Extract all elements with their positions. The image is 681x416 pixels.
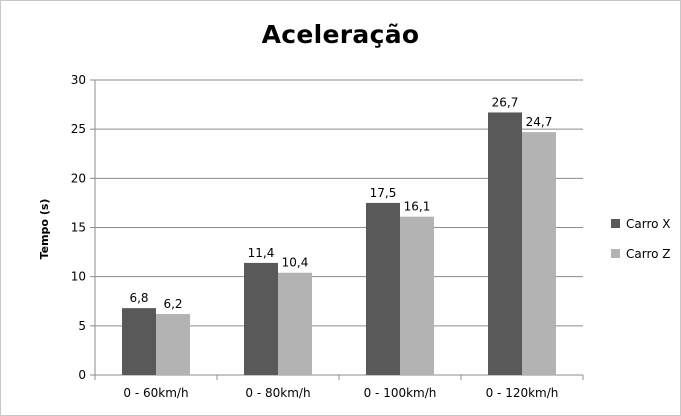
bar-carro-x: [122, 308, 156, 375]
data-label: 16,1: [404, 200, 431, 214]
y-tick-label: 25: [71, 122, 86, 136]
bar-carro-z: [156, 314, 190, 375]
x-tick-label: 0 - 120km/h: [486, 386, 559, 400]
legend-label: Carro Z: [626, 247, 671, 261]
x-tick-label: 0 - 60km/h: [123, 386, 188, 400]
x-tick-label: 0 - 80km/h: [245, 386, 310, 400]
legend-label: Carro X: [626, 217, 671, 231]
bar-carro-z: [278, 272, 312, 375]
data-label: 11,4: [248, 246, 275, 260]
y-tick-label: 0: [78, 368, 86, 382]
data-label: 6,8: [129, 291, 148, 305]
data-label: 26,7: [492, 95, 519, 109]
bar-carro-x: [366, 202, 400, 375]
y-axis-label: Tempo (s): [38, 199, 51, 260]
bar-carro-z: [400, 216, 434, 375]
y-tick-label: 5: [78, 319, 86, 333]
y-tick-label: 10: [71, 270, 86, 284]
bar-carro-x: [244, 262, 278, 375]
y-tick-label: 20: [71, 171, 86, 185]
bar-carro-x: [488, 112, 522, 375]
legend-swatch: [611, 219, 620, 228]
data-label: 17,5: [370, 186, 397, 200]
data-label: 24,7: [526, 115, 553, 129]
bar-carro-z: [522, 132, 556, 375]
data-label: 10,4: [282, 256, 309, 270]
x-tick-label: 0 - 100km/h: [364, 386, 437, 400]
y-tick-label: 15: [71, 221, 86, 235]
data-label: 6,2: [163, 297, 182, 311]
y-tick-label: 30: [71, 73, 86, 87]
legend-swatch: [611, 249, 620, 258]
chart-title: Aceleração: [261, 20, 420, 49]
